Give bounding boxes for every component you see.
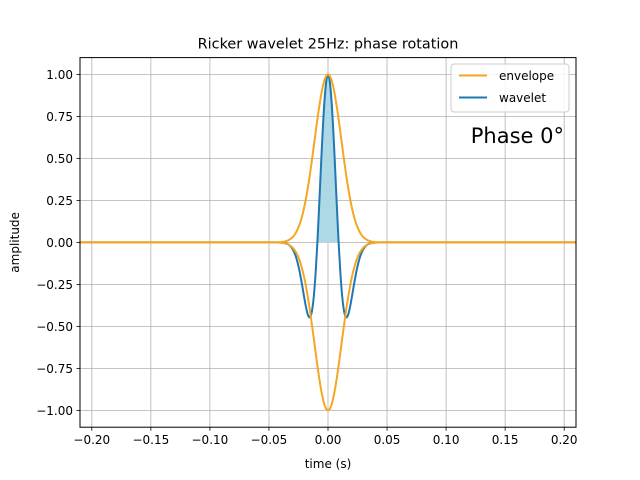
y-tick-label: −1.00 [36, 404, 73, 418]
y-tick-label: −0.75 [36, 362, 73, 376]
legend-envelope-label: envelope [499, 69, 554, 83]
phase-annotation: Phase 0° [471, 124, 564, 148]
y-axis-label: amplitude [8, 212, 22, 273]
x-tick-label: −0.10 [192, 433, 229, 447]
x-tick-label: −0.15 [132, 433, 169, 447]
x-tick-label: 0.05 [374, 433, 401, 447]
y-tick-label: 1.00 [46, 68, 73, 82]
x-tick-label: 0.15 [492, 433, 519, 447]
y-tick-label: −0.25 [36, 278, 73, 292]
plot-area [79, 73, 577, 412]
x-tick-label: 0.10 [433, 433, 460, 447]
x-tick-label: 0.00 [315, 433, 342, 447]
envelope-lower-line [79, 241, 577, 412]
y-tick-label: 0.75 [46, 110, 73, 124]
y-tick-label: 0.25 [46, 194, 73, 208]
x-axis-label: time (s) [305, 457, 352, 471]
legend-wavelet-label: wavelet [499, 91, 546, 105]
wavelet-fill [317, 74, 339, 243]
y-tick-label: 0.00 [46, 236, 73, 250]
y-tick-label: −0.50 [36, 320, 73, 334]
chart-title: Ricker wavelet 25Hz: phase rotation [198, 37, 459, 53]
x-tick-label: −0.20 [73, 433, 110, 447]
x-tick-label: −0.05 [251, 433, 288, 447]
x-tick-label: 0.20 [551, 433, 578, 447]
y-tick-label: 0.50 [46, 152, 73, 166]
legend: envelope wavelet [450, 63, 570, 113]
ticks: −0.20 −0.15 −0.10 −0.05 0.00 0.05 0.10 0.15 0.20… [36, 68, 577, 447]
